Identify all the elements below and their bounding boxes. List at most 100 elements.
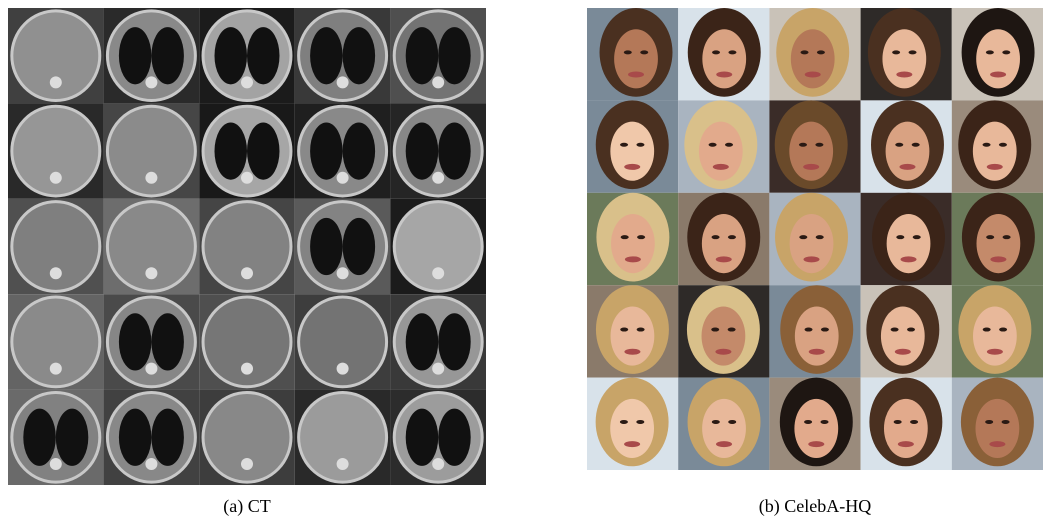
eye	[711, 328, 719, 332]
ct-lung	[343, 27, 376, 84]
figure: (a) CT (b) CelebA-HQ	[0, 0, 1049, 521]
ct-lung	[406, 122, 439, 179]
caption: (b) CelebA-HQ	[759, 496, 871, 517]
face	[973, 306, 1017, 365]
ct-lung	[406, 313, 439, 370]
ct-spine	[145, 172, 157, 184]
ct-spine	[145, 76, 157, 88]
eye	[986, 235, 994, 239]
face	[882, 29, 926, 88]
eye	[815, 143, 823, 147]
eye	[712, 420, 720, 424]
eye	[896, 235, 904, 239]
face	[611, 306, 655, 365]
mouth	[716, 256, 732, 262]
face	[884, 399, 928, 458]
eye	[821, 420, 829, 424]
mouth	[713, 164, 729, 170]
eye	[709, 143, 717, 147]
mouth	[989, 441, 1005, 447]
ct-lung	[310, 122, 343, 179]
mouth	[715, 349, 731, 355]
eye	[816, 235, 824, 239]
mouth	[628, 72, 644, 78]
eye	[805, 328, 813, 332]
eye	[728, 328, 736, 332]
mouth	[624, 164, 640, 170]
eye	[801, 50, 809, 54]
eye	[999, 328, 1007, 332]
face	[975, 399, 1019, 458]
ct-lung	[119, 313, 152, 370]
ct-spine	[241, 458, 253, 470]
face	[611, 214, 655, 273]
ct-spine	[145, 267, 157, 279]
ct-lung	[406, 409, 439, 466]
ct-lung	[23, 409, 56, 466]
mouth	[716, 441, 732, 447]
eye	[891, 328, 899, 332]
eye	[799, 143, 807, 147]
ct-spine	[145, 458, 157, 470]
eye	[620, 420, 628, 424]
mouth	[808, 441, 824, 447]
ct-lung	[247, 122, 280, 179]
eye	[985, 420, 993, 424]
eye	[624, 50, 632, 54]
ct-spine	[241, 172, 253, 184]
ct-grid	[8, 8, 486, 485]
ct-lung	[119, 27, 152, 84]
ct-spine	[432, 172, 444, 184]
ct-spine	[241, 363, 253, 375]
mouth	[990, 72, 1006, 78]
eye	[817, 50, 825, 54]
mouth	[987, 164, 1003, 170]
ct-spine	[337, 76, 349, 88]
face	[702, 306, 746, 365]
ct-lung	[151, 409, 184, 466]
ct-spine	[337, 267, 349, 279]
mouth	[896, 72, 912, 78]
eye	[799, 235, 807, 239]
ct-lung	[151, 313, 184, 370]
mouth	[990, 256, 1006, 262]
eye	[636, 420, 644, 424]
eye	[913, 235, 921, 239]
face	[977, 214, 1021, 273]
mouth	[625, 256, 641, 262]
ct-lung	[438, 313, 471, 370]
ct-lung	[438, 27, 471, 84]
ct-spine	[432, 76, 444, 88]
eye	[728, 420, 736, 424]
eye	[907, 328, 915, 332]
ct-lung	[438, 409, 471, 466]
ct-lung	[247, 27, 280, 84]
ct-spine	[50, 363, 62, 375]
eye	[983, 143, 991, 147]
caption: (a) CT	[223, 496, 270, 517]
eye	[1002, 50, 1010, 54]
eye	[620, 143, 628, 147]
face	[790, 214, 834, 273]
ct-spine	[50, 172, 62, 184]
face	[791, 29, 835, 88]
face	[976, 29, 1020, 88]
eye	[640, 50, 648, 54]
ct-spine	[432, 267, 444, 279]
eye	[894, 420, 902, 424]
ct-lung	[56, 409, 89, 466]
face-grid	[587, 8, 1043, 470]
mouth	[987, 349, 1003, 355]
ct-spine	[337, 172, 349, 184]
eye	[621, 235, 629, 239]
eye	[728, 50, 736, 54]
eye	[912, 143, 920, 147]
mouth	[895, 349, 911, 355]
ct-spine	[50, 267, 62, 279]
eye	[804, 420, 812, 424]
mouth	[803, 164, 819, 170]
face	[881, 306, 925, 365]
ct-spine	[337, 458, 349, 470]
face	[610, 122, 654, 181]
ct-lung	[343, 218, 376, 275]
